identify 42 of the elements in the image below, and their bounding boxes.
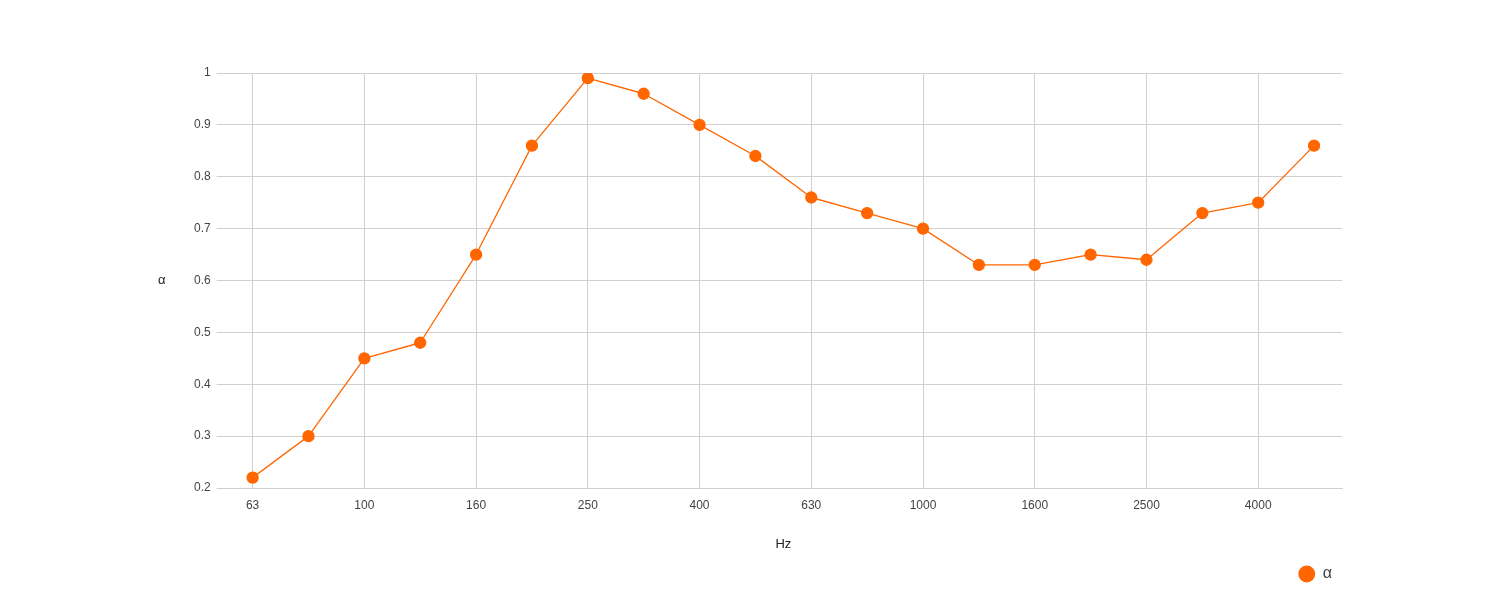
point (916, 222, 930, 235)
point (637, 87, 650, 100)
point (749, 149, 762, 163)
point (972, 258, 986, 272)
x-tick-label: 2500 (1133, 497, 1161, 512)
point (246, 471, 259, 484)
x-tick-label: 250 (577, 497, 599, 512)
y-tick-label: 0.6 (193, 272, 211, 287)
x-tick-label: 63 (245, 497, 260, 512)
x-tick-label: 400 (689, 497, 710, 512)
legend-label: α (1322, 564, 1332, 582)
x-tick-label: 4000 (1244, 497, 1272, 512)
x-tick-label: 630 (801, 497, 822, 512)
x-tick-label: 160 (466, 497, 487, 512)
x-axis-title: Hz (775, 535, 792, 551)
x-tick-label: 1000 (909, 497, 937, 512)
y-axis-title: α (158, 272, 166, 288)
point (1307, 139, 1321, 152)
point (805, 191, 818, 204)
y-tick-label: 0.5 (193, 324, 211, 339)
point (1084, 248, 1097, 261)
point (581, 73, 594, 85)
y-tick-label: 1 (203, 65, 211, 80)
y-tick-label: 0.8 (193, 169, 211, 184)
point (1196, 206, 1209, 220)
point (358, 352, 371, 365)
point (1252, 196, 1265, 209)
point (525, 139, 539, 152)
y-tick-label: 0.3 (193, 428, 211, 443)
y-tick-label: 0.4 (193, 376, 211, 391)
point (693, 118, 706, 132)
point (1140, 253, 1153, 266)
point (414, 336, 427, 349)
point (1028, 258, 1041, 272)
y-tick-label: 0.7 (193, 220, 211, 235)
point (302, 429, 315, 443)
y-tick-label: 0.9 (193, 117, 211, 132)
x-tick-label: 100 (354, 497, 375, 512)
y-tick-label: 0.2 (193, 480, 211, 495)
point (469, 248, 483, 261)
point (860, 206, 874, 220)
x-tick-label: 1600 (1021, 497, 1049, 512)
